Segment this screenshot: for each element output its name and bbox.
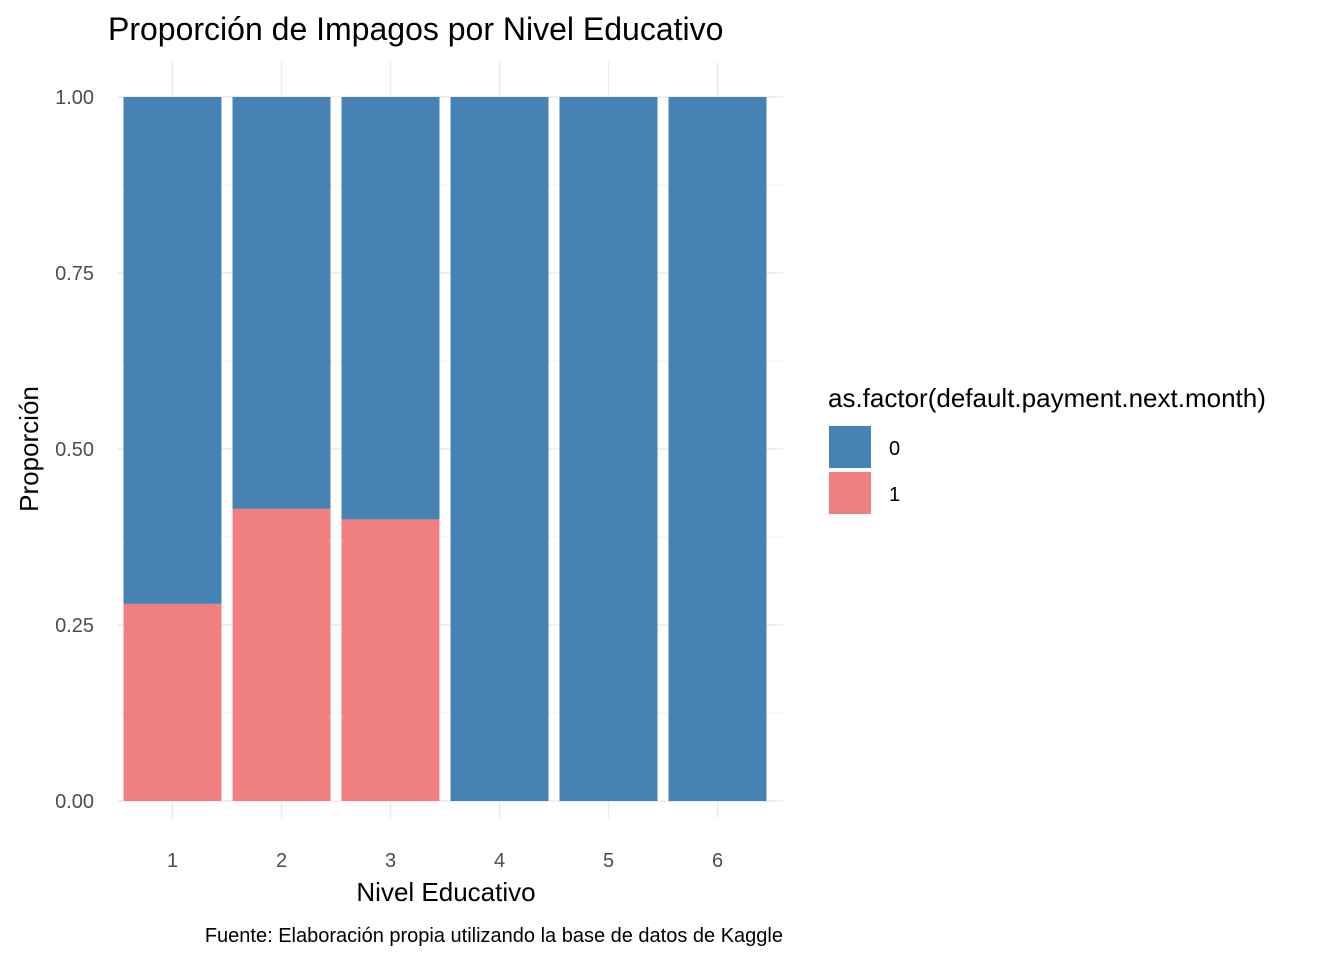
legend-label-0: 0	[889, 438, 900, 460]
legend-title: as.factor(default.payment.next.month)	[828, 383, 1266, 413]
bar-4-series-0	[450, 97, 549, 801]
legend-label-1: 1	[889, 484, 900, 506]
x-tick-label: 3	[385, 850, 396, 872]
chart-title: Proporción de Impagos por Nivel Educativ…	[108, 11, 723, 47]
y-axis: 0.00 0.25 0.50 0.75 1.00	[55, 87, 94, 813]
y-tick-label: 1.00	[55, 87, 94, 109]
y-tick-label: 0.00	[55, 791, 94, 813]
bars	[123, 97, 767, 801]
y-axis-label: Proporción	[14, 386, 44, 512]
bar-2-series-1	[232, 508, 331, 801]
x-tick-label: 6	[712, 850, 723, 872]
x-axis: 1 2 3 4 5 6	[167, 850, 723, 872]
x-tick-label: 2	[276, 850, 287, 872]
legend: as.factor(default.payment.next.month) 0 1	[828, 383, 1266, 514]
legend-swatch-0	[829, 426, 871, 468]
y-tick-label: 0.25	[55, 615, 94, 637]
bar-3-series-0	[341, 97, 440, 520]
bar-1-series-1	[123, 603, 222, 801]
x-axis-label: Nivel Educativo	[356, 877, 535, 907]
x-tick-label: 5	[603, 850, 614, 872]
x-tick-label: 1	[167, 850, 178, 872]
y-tick-label: 0.75	[55, 263, 94, 285]
bar-1-series-0	[123, 97, 222, 604]
caption: Fuente: Elaboración propia utilizando la…	[205, 925, 783, 947]
legend-swatch-1	[829, 472, 871, 514]
bar-6-series-0	[668, 97, 767, 801]
x-tick-label: 4	[494, 850, 505, 872]
bar-2-series-0	[232, 97, 331, 509]
bar-3-series-1	[341, 519, 440, 801]
y-tick-label: 0.50	[55, 439, 94, 461]
bar-5-series-0	[559, 97, 658, 801]
